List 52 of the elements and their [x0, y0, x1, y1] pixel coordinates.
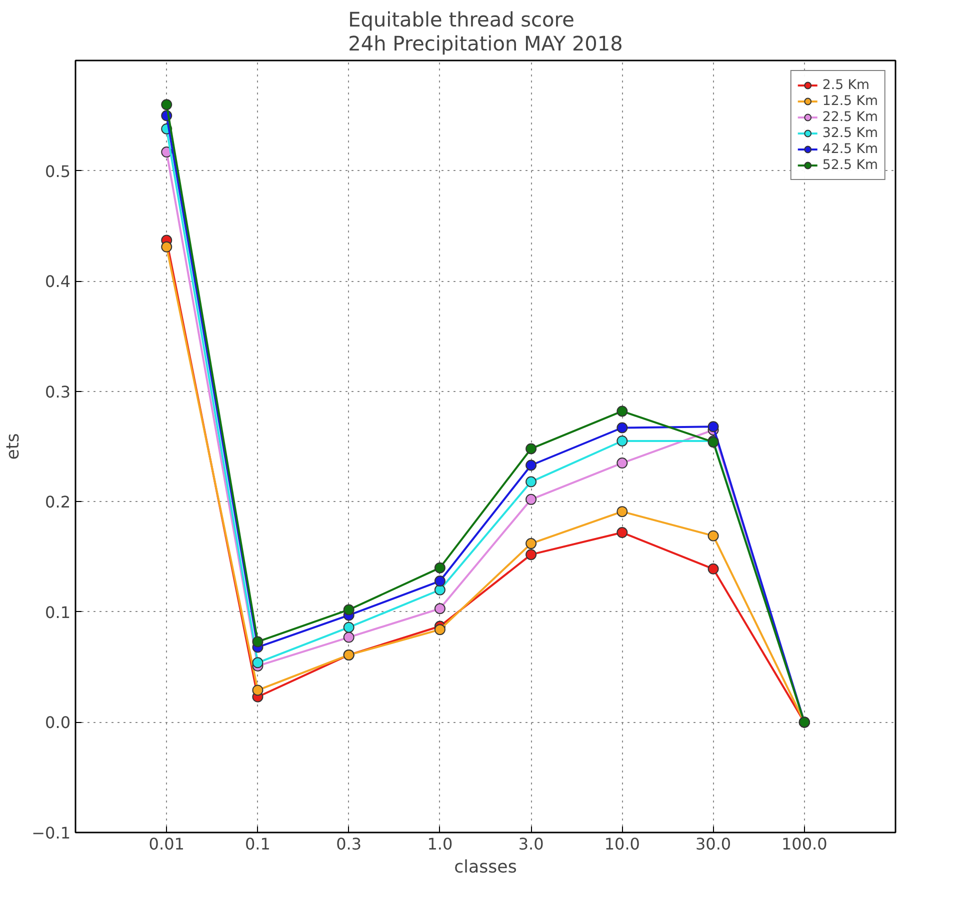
point	[616, 406, 628, 417]
x-tick-label: 0.3	[336, 834, 362, 854]
legend-label: 2.5 Km	[822, 77, 870, 93]
legend-label: 22.5 Km	[822, 109, 878, 125]
x-tick-label: 0.1	[245, 834, 270, 854]
point	[252, 636, 264, 648]
point	[252, 657, 264, 668]
point	[708, 421, 719, 432]
y-tick-label: 0.0	[45, 713, 71, 732]
point	[708, 530, 719, 542]
point	[526, 443, 537, 454]
point	[708, 563, 719, 574]
chart-title: Equitable thread score 24h Precipitation MAY 2018	[348, 8, 623, 56]
point	[434, 624, 446, 636]
point	[616, 435, 628, 446]
point	[616, 458, 628, 469]
point	[434, 584, 446, 596]
point	[526, 549, 537, 560]
point	[526, 494, 537, 505]
x-tick-label: 30.0	[695, 834, 732, 854]
point	[161, 241, 172, 252]
legend-label: 32.5 Km	[822, 125, 878, 141]
point	[616, 527, 628, 538]
point	[343, 622, 354, 633]
x-tick-label: 1.0	[427, 834, 453, 854]
y-tick-label: 0.2	[45, 492, 71, 512]
point	[526, 460, 537, 471]
point	[526, 538, 537, 550]
x-tick-label: 3.0	[518, 834, 544, 854]
point	[161, 99, 172, 110]
y-tick-label: −0.1	[32, 824, 71, 842]
legend-label: 12.5 Km	[822, 93, 878, 109]
point	[616, 422, 628, 434]
y-axis-title: ets	[4, 433, 24, 460]
point	[434, 562, 446, 574]
x-tick-label: 0.01	[148, 834, 184, 854]
y-tick-label: 0.1	[45, 602, 71, 622]
point	[434, 576, 446, 587]
x-axis-title: classes	[454, 858, 517, 878]
y-tick-label: 0.4	[45, 272, 71, 292]
point	[343, 632, 354, 643]
point	[252, 684, 264, 696]
legend-label: 42.5 Km	[822, 141, 878, 157]
legend-label: 52.5 Km	[822, 157, 878, 173]
point	[434, 603, 446, 614]
point	[343, 604, 354, 616]
x-tick-label: 100.0	[781, 834, 828, 854]
y-tick-label: 0.5	[45, 162, 71, 181]
x-tick-label: 10.0	[604, 834, 640, 854]
y-tick-label: 0.3	[45, 382, 71, 402]
point	[616, 506, 628, 518]
point	[526, 476, 537, 488]
